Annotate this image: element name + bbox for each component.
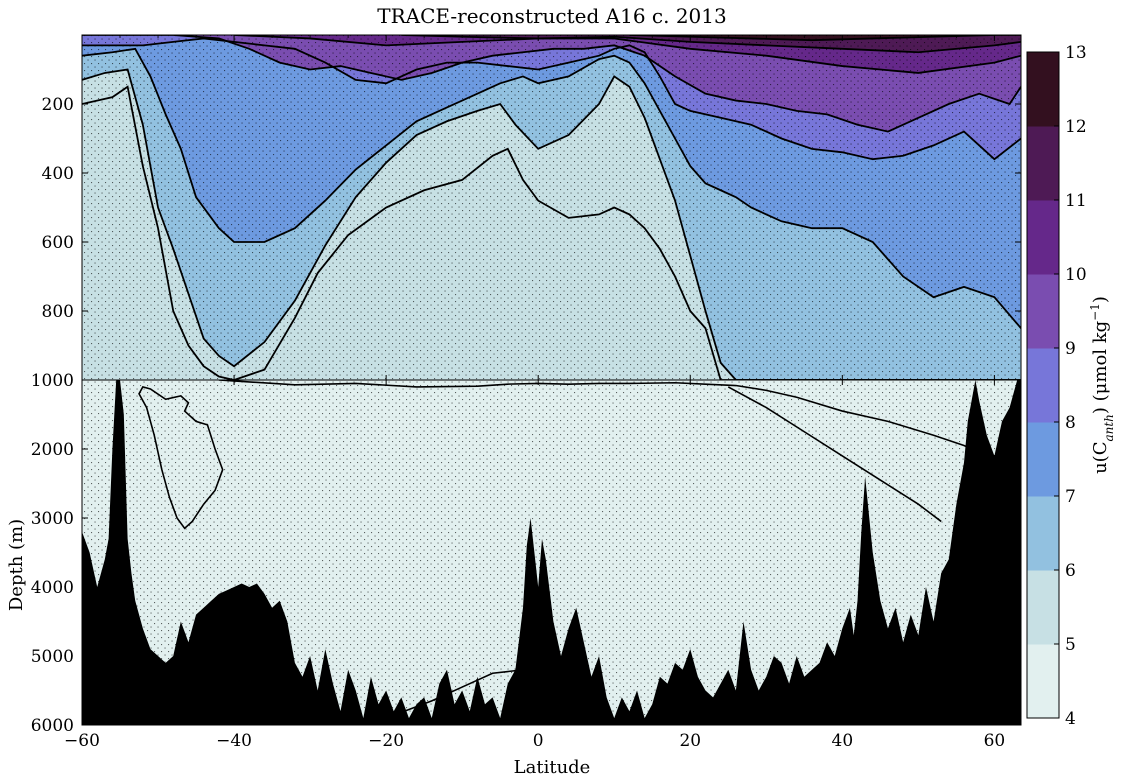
upper-panel [82, 35, 1021, 380]
colorbar-label-end: ) [1090, 296, 1111, 303]
x-tick-label: 20 [679, 731, 701, 751]
x-tick-label: 0 [533, 731, 544, 751]
y-axis-label: Depth (m) [6, 519, 27, 611]
colorbar-segment [1027, 644, 1059, 719]
colorbar-segment [1027, 200, 1059, 275]
y-tick-label-upper: 800 [42, 302, 74, 322]
colorbar-tick-label: 8 [1065, 413, 1076, 433]
contour-line-lower-5 [727, 386, 942, 523]
contour-line-7 [82, 47, 1021, 329]
colorbar-segment [1027, 52, 1059, 127]
y-tick-label-upper: 200 [42, 95, 74, 115]
colorbar-frame [1026, 51, 1060, 719]
colorbar-tick-label: 10 [1065, 265, 1087, 285]
colorbar-segment [1027, 570, 1059, 645]
colorbar-tick-label: 4 [1065, 709, 1076, 729]
contour-line-6 [82, 68, 1021, 380]
contour-line-9 [82, 35, 1021, 133]
colorbar-label: u(Canth) (μmol kg−1) [1088, 296, 1116, 474]
lower-panel [82, 380, 1021, 725]
contour-line-8 [82, 37, 1021, 161]
x-axis: −60 −40 −20 0 20 40 60 [64, 35, 1005, 751]
y-tick-label-upper: 400 [42, 164, 74, 184]
x-tick-label: 60 [984, 731, 1006, 751]
x-tick-label: −60 [64, 731, 100, 751]
y-tick-label-lower: 3000 [31, 509, 74, 529]
y-tick-label-lower: 2000 [31, 440, 74, 460]
colorbar-segment [1027, 496, 1059, 571]
colorbar-segment [1027, 274, 1059, 349]
colorbar-segment [1027, 422, 1059, 497]
x-tick-label: −40 [216, 731, 252, 751]
colorbar-tick-label: 11 [1065, 191, 1087, 211]
y-axis-lower: 2000 3000 4000 5000 6000 [31, 379, 1021, 736]
x-tick-label: 40 [832, 731, 854, 751]
colorbar-tick-label: 5 [1065, 635, 1076, 655]
colorbar-label-main: u(C [1090, 442, 1111, 474]
contour-line-10 [234, 35, 1021, 74]
x-tick-label: −20 [368, 731, 404, 751]
colorbar-tick-label: 13 [1065, 43, 1087, 63]
y-axis-upper: 200 400 600 800 1000 [31, 95, 1021, 391]
colorbar-segment [1027, 348, 1059, 423]
x-axis-label: Latitude [514, 757, 591, 778]
y-tick-label-lower: 5000 [31, 647, 74, 667]
lower-panel-frame [81, 379, 1022, 726]
y-tick-label-upper: 1000 [31, 371, 74, 391]
y-tick-label-lower: 4000 [31, 578, 74, 598]
contour-line-lower-5 [138, 385, 224, 530]
colorbar-label-sup: −1 [1088, 303, 1102, 321]
y-tick-label-upper: 600 [42, 233, 74, 253]
colorbar-tick-label: 6 [1065, 561, 1076, 581]
chart-title: TRACE-reconstructed A16 c. 2013 [377, 4, 726, 28]
colorbar-segment [1027, 126, 1059, 201]
bathymetry-fill [82, 380, 1021, 725]
contour-line-5 [82, 85, 1021, 380]
y-tick-label-lower: 6000 [31, 716, 74, 736]
colorbar-label-sub: anth [1102, 414, 1116, 441]
colorbar: 4 5 6 7 8 9 10 11 12 13 [1026, 43, 1087, 729]
colorbar-label-rest: ) (μmol kg [1090, 321, 1111, 414]
colorbar-tick-label: 9 [1065, 339, 1076, 359]
colorbar-tick-label: 7 [1065, 487, 1076, 507]
colorbar-tick-label: 12 [1065, 117, 1087, 137]
